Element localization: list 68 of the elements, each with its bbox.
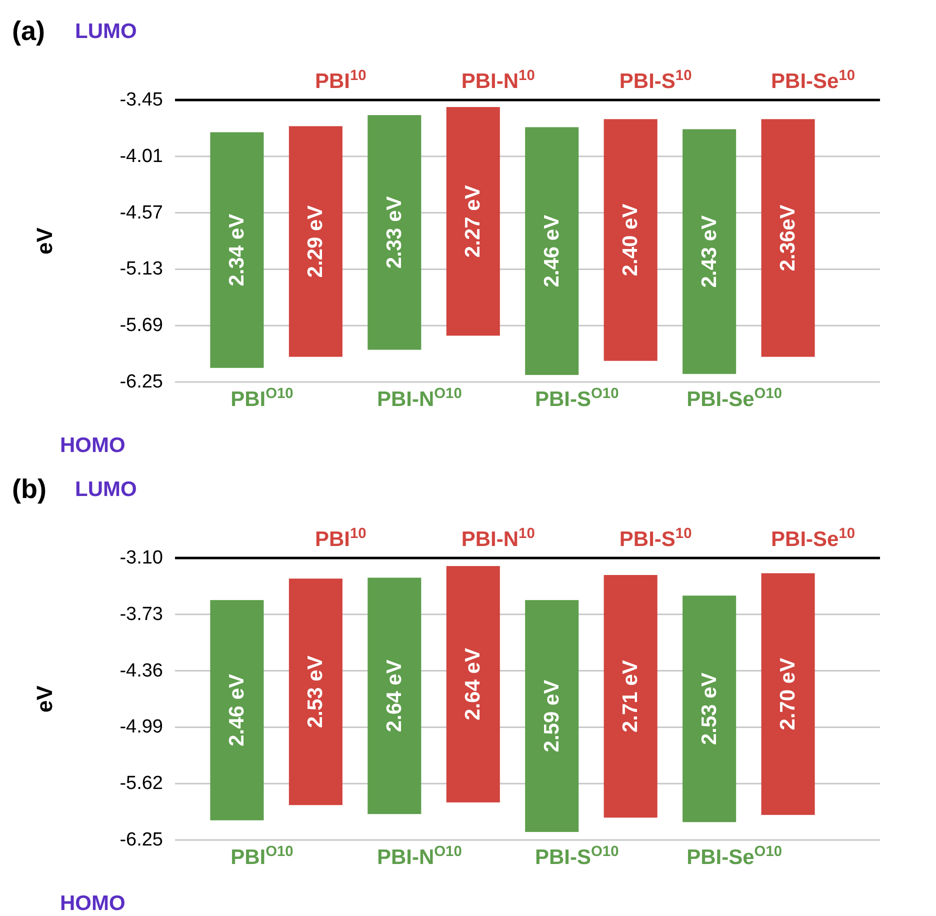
x-tick-label: PBI$^{10}$ <box>315 68 366 93</box>
bar <box>288 126 342 357</box>
bar <box>368 115 422 350</box>
chart-title: (b) <box>12 474 46 504</box>
data-label: 2.53 eV <box>698 672 721 746</box>
chart-title: (a) <box>12 16 45 46</box>
y-tick-label: -5.69 <box>120 315 163 336</box>
y-tick-label: -4.57 <box>120 202 163 224</box>
data-label: 2.27 eV <box>462 185 485 258</box>
bar <box>761 119 815 357</box>
x-tick-label: PBI$^{10}$ <box>315 526 366 551</box>
y-tick-label: -3.73 <box>120 604 163 625</box>
x-tick-label: PBI-S$^{O10}$ <box>534 844 619 869</box>
bar <box>604 575 658 818</box>
x-tick-label: PBI-Se$^{O10}$ <box>686 386 782 411</box>
bar <box>682 129 736 374</box>
x-tick-label: PBI$^{O10}$ <box>230 844 294 869</box>
data-label: 2.59 eV <box>540 680 564 752</box>
bar <box>446 107 500 336</box>
y-tick-label: -5.13 <box>120 258 163 280</box>
y-tick-label: -4.36 <box>120 660 163 682</box>
bar <box>446 566 500 802</box>
data-label: 2.53 eV <box>304 656 328 728</box>
text: LUMO <box>75 20 137 43</box>
bar <box>368 578 422 814</box>
data-label: 2.64 eV <box>382 660 406 732</box>
bar <box>525 600 579 832</box>
y-tick-label: -6.25 <box>120 830 163 850</box>
data-label: 2.64 eV <box>462 648 485 720</box>
data-label: 2.33 eV <box>382 196 406 269</box>
y-tick-label: -4.99 <box>120 716 163 738</box>
y-axis-title: eV <box>32 685 57 712</box>
y-axis-title: eV <box>32 227 57 254</box>
data-label: 2.36eV <box>776 204 800 272</box>
x-tick-label: PBI-Se$^{10}$ <box>771 526 856 551</box>
x-tick-label: PBI$^{O10}$ <box>230 386 294 411</box>
data-label: 2.40 eV <box>619 204 642 276</box>
x-tick-label: PBI-N$^{10}$ <box>461 526 535 551</box>
bar <box>682 596 736 822</box>
data-label: 2.71 eV <box>619 660 642 733</box>
bar <box>525 127 579 375</box>
bar <box>604 119 658 361</box>
x-tick-label: PBI-S$^{10}$ <box>619 526 692 551</box>
x-tick-label: PBI-N$^{O10}$ <box>376 844 462 869</box>
y-tick-label: -3.45 <box>120 90 163 110</box>
x-tick-label: PBI-S$^{10}$ <box>619 68 692 93</box>
y-tick-label: -4.01 <box>120 146 163 167</box>
data-label: 2.43 eV <box>698 215 721 288</box>
data-label: 2.46 eV <box>225 674 248 746</box>
text: HOMO <box>60 434 126 457</box>
bar <box>288 578 342 806</box>
y-tick-label: -6.25 <box>120 372 163 392</box>
text: LUMO <box>75 478 137 501</box>
y-tick-label: -3.10 <box>120 548 163 568</box>
x-tick-label: PBI-Se$^{O10}$ <box>686 844 782 869</box>
data-label: 2.34 eV <box>225 214 248 286</box>
data-label: 2.70 eV <box>776 658 800 730</box>
x-tick-label: PBI-N$^{O10}$ <box>376 386 462 411</box>
x-tick-label: PBI-S$^{O10}$ <box>534 386 619 411</box>
x-tick-label: PBI-Se$^{10}$ <box>771 68 856 93</box>
text: HOMO <box>60 892 126 915</box>
bar <box>761 573 815 815</box>
data-label: 2.46 eV <box>540 214 564 288</box>
x-tick-label: PBI-N$^{10}$ <box>461 68 535 93</box>
bar <box>210 132 264 368</box>
data-label: 2.29 eV <box>304 205 328 278</box>
y-tick-label: -5.62 <box>120 773 163 794</box>
bar <box>210 600 264 820</box>
